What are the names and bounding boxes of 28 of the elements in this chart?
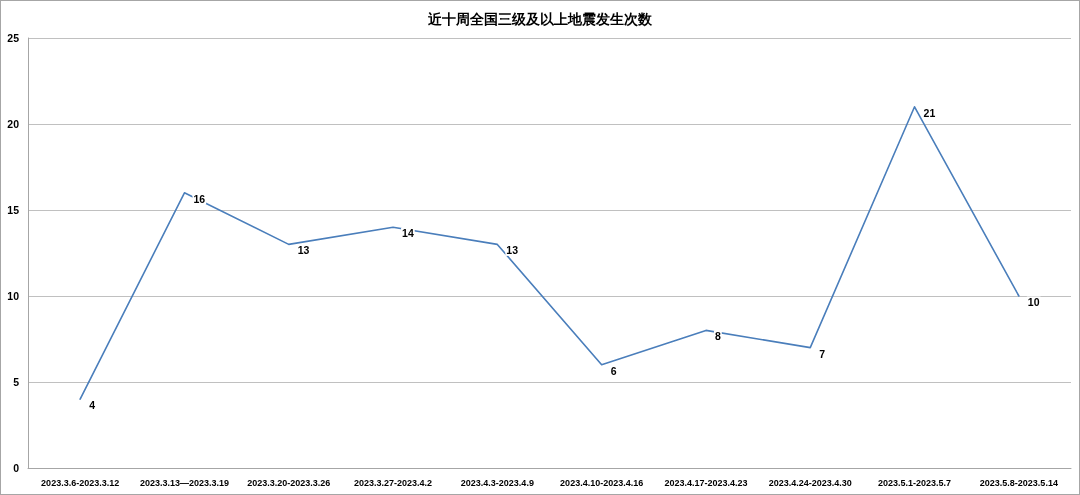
data-label: 16	[193, 192, 206, 205]
x-tick-label: 2023.5.1-2023.5.7	[878, 477, 952, 488]
data-label: 7	[819, 347, 826, 360]
data-label: 21	[923, 106, 936, 119]
data-label: 13	[506, 244, 519, 257]
y-tick-label: 25	[7, 32, 20, 44]
y-tick-label: 15	[7, 204, 20, 216]
y-tick-label: 20	[7, 118, 20, 130]
x-tick-label: 2023.5.8-2023.5.14	[979, 477, 1058, 488]
x-tick-label: 2023.3.20-2023.3.26	[247, 477, 331, 488]
x-tick-label: 2023.4.17-2023.4.23	[664, 477, 748, 488]
data-label: 13	[297, 244, 310, 257]
chart-title: 近十周全国三级及以上地震发生次数	[427, 11, 653, 27]
y-tick-label: 10	[7, 290, 20, 302]
y-tick-label: 5	[13, 376, 20, 388]
x-tick-label: 2023.4.10-2023.4.16	[560, 477, 644, 488]
data-label: 10	[1027, 296, 1040, 308]
data-label: 8	[714, 330, 721, 343]
x-tick-label: 2023.4.24-2023.4.30	[768, 477, 852, 488]
line-series	[79, 106, 1020, 400]
x-tick-label: 2023.3.13—2023.3.19	[139, 477, 229, 488]
data-label: 4	[89, 399, 96, 412]
y-tick-label: 0	[13, 462, 20, 474]
x-tick-label: 2023.4.3-2023.4.9	[460, 477, 534, 488]
data-label: 14	[402, 227, 414, 240]
data-label: 6	[610, 364, 617, 377]
x-tick-label: 2023.3.6-2023.3.12	[41, 477, 120, 488]
x-tick-label: 2023.3.27-2023.4.2	[354, 477, 433, 488]
